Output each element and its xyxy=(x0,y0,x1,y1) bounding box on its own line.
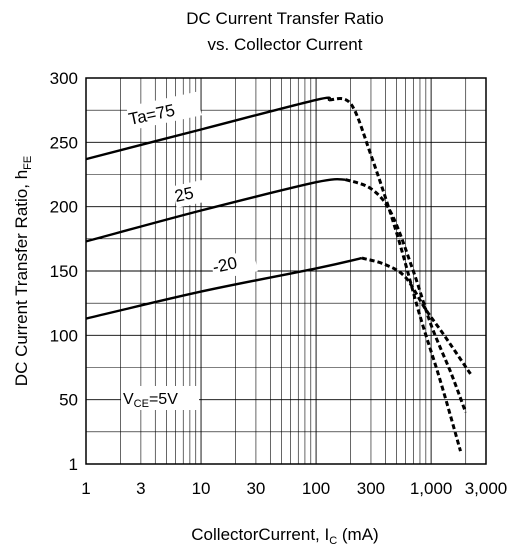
x-axis-label-unit: (mA) xyxy=(337,525,379,544)
y-tick-label: 300 xyxy=(50,69,78,88)
vce-annotation: VCE=5V xyxy=(121,386,199,410)
x-tick-label: 100 xyxy=(302,479,330,498)
y-tick-label: 50 xyxy=(59,391,78,410)
vce-annotation-value: =5V xyxy=(149,391,178,408)
vce-annotation-background xyxy=(121,386,199,410)
y-tick-label: 100 xyxy=(50,326,78,345)
series-label-background-25 xyxy=(172,180,206,208)
vce-annotation-text: VCE=5V xyxy=(123,391,178,410)
series-label-background-minus20 xyxy=(210,249,258,281)
y-tick-label: 200 xyxy=(50,198,78,217)
y-axis-label-main: DC Current Transfer Ratio, h xyxy=(12,170,31,386)
series-line-2-solid xyxy=(85,256,363,320)
vce-annotation-subscript: CE xyxy=(134,398,149,410)
y-axis-label: DC Current Transfer Ratio, hFE xyxy=(12,156,34,386)
chart-title: DC Current Transfer Ratio vs. Collector … xyxy=(186,9,383,54)
series-label-25: 25 xyxy=(173,183,195,206)
y-tick-label: 150 xyxy=(50,262,78,281)
series-label-minus20: -20 xyxy=(211,253,239,277)
x-axis-label-subscript: C xyxy=(329,535,337,547)
series-line-0-solid xyxy=(85,96,332,161)
x-tick-label: 1,000 xyxy=(410,479,453,498)
x-tick-label: 30 xyxy=(246,479,265,498)
vce-annotation-main: V xyxy=(123,391,134,408)
chart-title-line-2: vs. Collector Current xyxy=(208,35,363,54)
y-axis-label-subscript: FE xyxy=(22,156,34,170)
chart-title-line-1: DC Current Transfer Ratio xyxy=(186,9,383,28)
series-layer xyxy=(85,96,472,452)
y-tick-label: 1 xyxy=(69,455,78,474)
x-tick-label: 1 xyxy=(81,479,90,498)
x-tick-labels: 1 3 10 30 100 300 1,000 3,000 xyxy=(81,479,507,498)
x-axis-label-main: CollectorCurrent, I xyxy=(191,525,329,544)
series-line-0-dashed xyxy=(328,97,462,452)
x-tick-label: 3,000 xyxy=(465,479,508,498)
plot-area-border xyxy=(85,77,487,465)
x-tick-label: 300 xyxy=(357,479,385,498)
x-axis-label: CollectorCurrent, IC (mA) xyxy=(191,525,378,547)
series-line-1-solid xyxy=(85,177,346,243)
y-tick-label: 250 xyxy=(50,133,78,152)
series-line-1-dashed xyxy=(344,178,468,414)
grid xyxy=(86,78,486,464)
x-tick-label: 3 xyxy=(136,479,145,498)
x-tick-label: 10 xyxy=(192,479,211,498)
series-line-2-dashed xyxy=(361,256,472,375)
series-label-background-ta75 xyxy=(126,91,202,131)
